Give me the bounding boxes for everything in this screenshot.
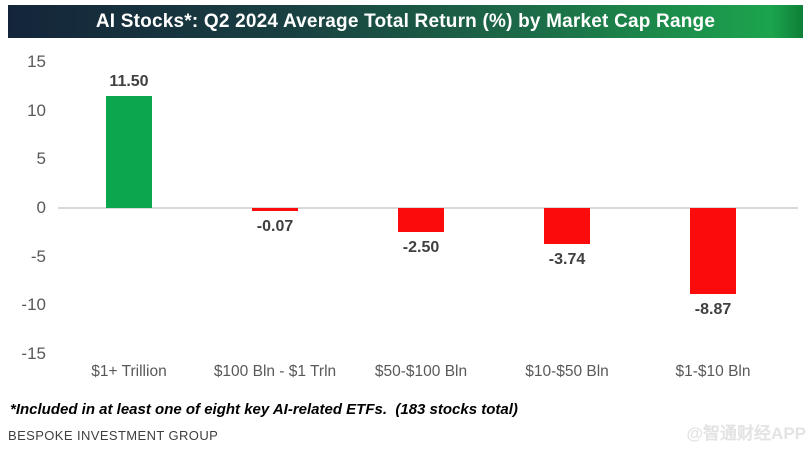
- category-label: $100 Bln - $1 Trln: [213, 363, 337, 380]
- y-tick-label: 15: [27, 52, 46, 71]
- category-label: $1-$10 Bln: [675, 363, 751, 380]
- bar-value-label: -0.07: [256, 218, 294, 235]
- y-tick-label: -5: [30, 246, 46, 266]
- category-label: $1+ Trillion: [91, 363, 167, 380]
- footnote: *Included in at least one of eight key A…: [10, 401, 518, 418]
- bar-value-label: -3.74: [548, 251, 586, 269]
- bar: [690, 208, 736, 295]
- watermark: @智通财经APP: [686, 424, 806, 443]
- y-tick-label: -10: [21, 295, 46, 315]
- y-tick-label: -15: [21, 343, 46, 363]
- bar-value-label: -2.50: [402, 239, 440, 257]
- bar: [544, 208, 590, 245]
- bar: [106, 96, 152, 208]
- y-tick-label: 5: [36, 149, 46, 169]
- bar-value-label: 11.50: [109, 73, 149, 91]
- bar: [398, 208, 444, 233]
- bar: [252, 208, 298, 211]
- y-tick-label: 0: [36, 198, 46, 217]
- y-tick-label: 10: [27, 100, 46, 120]
- category-label: $10-$50 Bln: [525, 363, 609, 380]
- category-label: $50-$100 Bln: [374, 363, 468, 380]
- source-label: BESPOKE INVESTMENT GROUP: [8, 428, 219, 443]
- chart-title: AI Stocks*: Q2 2024 Average Total Return…: [95, 10, 716, 32]
- chart-title-bar: AI Stocks*: Q2 2024 Average Total Return…: [8, 5, 803, 38]
- bar-value-label: -8.87: [694, 301, 732, 319]
